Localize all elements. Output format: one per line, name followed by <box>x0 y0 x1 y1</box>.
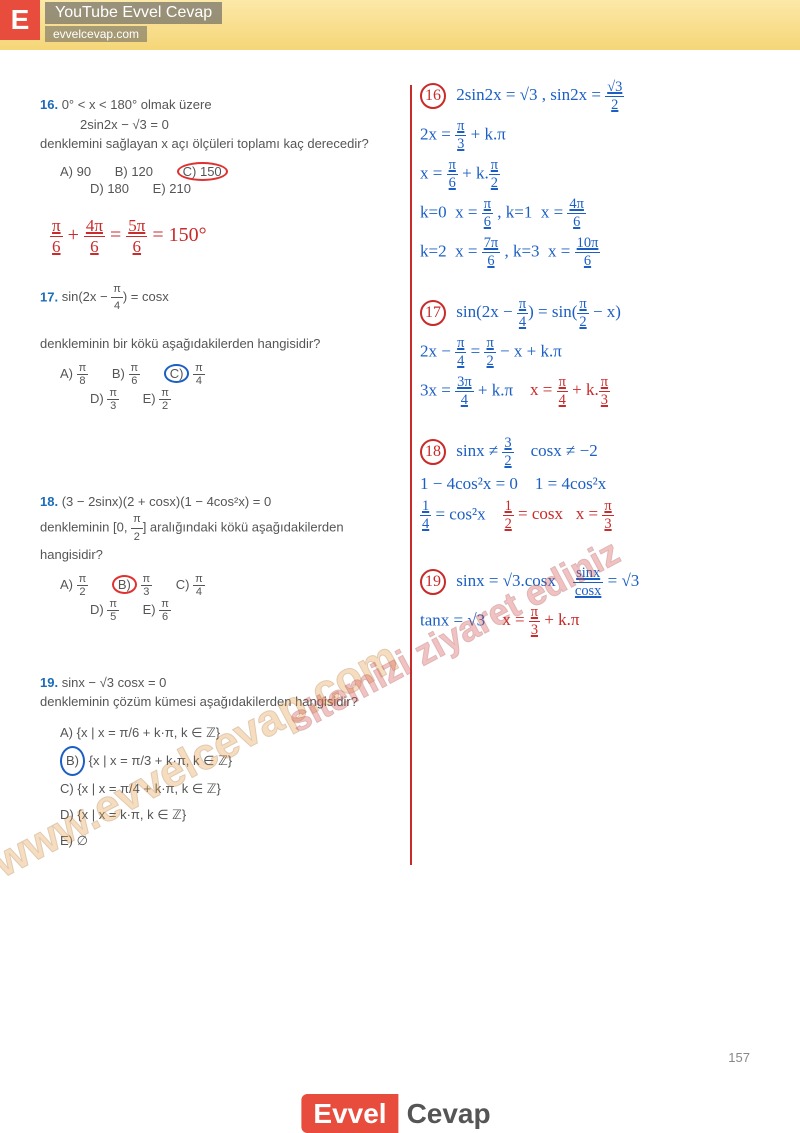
sol16-l2: 2x = π3 + k.π <box>420 118 790 153</box>
sol16-l1: 2sin2x = √3 , sin2x = √32 <box>456 85 624 104</box>
page-content: 16. 0° < x < 180° olmak üzere 2sin2x − √… <box>10 55 790 1080</box>
q18-options: A) π2 B) π3 C) π4 D) π5 E) π6 <box>60 573 400 623</box>
q17-opt-b: B) π6 <box>112 362 140 387</box>
question-19: 19. sinx − √3 cosx = 0 denkleminin çözüm… <box>40 673 400 712</box>
q16-opt-e: E) 210 <box>153 181 191 196</box>
q18-opt-e: E) π6 <box>143 598 171 623</box>
page-number: 157 <box>728 1050 750 1065</box>
q19-opt-e: E) ∅ <box>60 828 400 854</box>
q17-options: A) π8 B) π6 C) π4 D) π3 E) π2 <box>60 362 400 412</box>
divider-line <box>410 85 412 865</box>
q17-opt-c: C) π4 <box>164 362 205 387</box>
sol18-l1: sinx ≠ 32 cosx ≠ −2 <box>456 441 597 460</box>
logo-badge: E <box>0 0 40 40</box>
sol19-l1: sinx = √3.cosx sinxcosx = √3 <box>456 571 639 590</box>
q19-opt-d: D) {x | x = k·π, k ∈ ℤ} <box>60 802 400 828</box>
questions-column: 16. 0° < x < 180° olmak üzere 2sin2x − √… <box>40 95 400 874</box>
q16-opt-c-circled: C) 150 <box>177 162 228 181</box>
q18-opt-b: B) π3 <box>112 573 152 598</box>
q18-equation: (3 − 2sinx)(2 + cosx)(1 − 4cos²x) = 0 <box>62 494 272 509</box>
q19-equation: sinx − √3 cosx = 0 <box>62 675 167 690</box>
sol18-l3: 14 = cos²x 12 = cosx x = π3 <box>420 498 790 533</box>
footer-evvel: Evvel <box>301 1094 398 1133</box>
q16-options: A) 90 B) 120 C) 150 D) 180 E) 210 <box>60 162 400 196</box>
q16-opt-a: A) 90 <box>60 164 91 179</box>
q17-text: denkleminin bir kökü aşağıdakilerden han… <box>40 334 400 354</box>
sol16-l5: k=2 x = 7π6 , k=3 x = 10π6 <box>420 235 790 270</box>
q19-number: 19. <box>40 675 58 690</box>
question-16: 16. 0° < x < 180° olmak üzere 2sin2x − √… <box>40 95 400 154</box>
q18-text: denkleminin [0, π2] aralığındaki kökü aş… <box>40 511 400 565</box>
sol18-num: 18 <box>420 439 446 465</box>
sol-18: 18 sinx ≠ 32 cosx ≠ −2 <box>420 435 790 470</box>
q17-number: 17. <box>40 289 58 304</box>
solutions-column: 16 2sin2x = √3 , sin2x = √32 2x = π3 + k… <box>420 75 790 643</box>
sol16-l3: x = π6 + k.π2 <box>420 157 790 192</box>
q19-opt-a: A) {x | x = π/6 + k·π, k ∈ ℤ} <box>60 720 400 746</box>
sol16-num: 16 <box>420 83 446 109</box>
q17-opt-e: E) π2 <box>143 387 171 412</box>
q16-text: denklemini sağlayan x açı ölçüleri topla… <box>40 134 400 154</box>
q18-number: 18. <box>40 494 58 509</box>
q19-options: A) {x | x = π/6 + k·π, k ∈ ℤ} B) {x | x … <box>60 720 400 854</box>
q17-equation: sin(2x − π4) = cosx <box>62 289 169 304</box>
sol17-num: 17 <box>420 300 446 326</box>
sol16-l4: k=0 x = π6 , k=1 x = 4π6 <box>420 196 790 231</box>
q16-line1: 0° < x < 180° olmak üzere <box>62 97 212 112</box>
q17-opt-d: D) π3 <box>90 387 119 412</box>
q16-handwork: π6 + 4π6 = 5π6 = 150° <box>50 216 400 257</box>
q19-opt-b: B) {x | x = π/3 + k·π, k ∈ ℤ} <box>60 746 400 776</box>
q18-opt-a: A) π2 <box>60 573 88 598</box>
sol-19: 19 sinx = √3.cosx sinxcosx = √3 <box>420 565 790 600</box>
question-18: 18. (3 − 2sinx)(2 + cosx)(1 − 4cos²x) = … <box>40 492 400 565</box>
sol18-l2: 1 − 4cos²x = 0 1 = 4cos²x <box>420 474 790 494</box>
sol-16: 16 2sin2x = √3 , sin2x = √32 <box>420 79 790 114</box>
question-17: 17. sin(2x − π4) = cosx denkleminin bir … <box>40 281 400 354</box>
sol19-l2: tanx = √3 x = π3 + k.π <box>420 604 790 639</box>
q17-opt-a: A) π8 <box>60 362 88 387</box>
q19-text: denkleminin çözüm kümesi aşağıdakilerden… <box>40 692 400 712</box>
q16-equation: 2sin2x − √3 = 0 <box>80 115 400 135</box>
sol17-l2: 2x − π4 = π2 − x + k.π <box>420 335 790 370</box>
sol17-l3: 3x = 3π4 + k.π x = π4 + k.π3 <box>420 374 790 409</box>
q16-opt-b: B) 120 <box>115 164 153 179</box>
q18-opt-c: C) π4 <box>176 573 205 598</box>
sol-17: 17 sin(2x − π4) = sin(π2 − x) <box>420 296 790 331</box>
footer-cevap: Cevap <box>399 1094 499 1133</box>
footer-logo: EvvelCevap <box>301 1098 498 1130</box>
q16-opt-d: D) 180 <box>90 181 129 196</box>
q16-number: 16. <box>40 97 58 112</box>
header-url: evvelcevap.com <box>45 26 147 42</box>
header-title: YouTube Evvel Cevap <box>45 2 222 24</box>
q18-opt-d: D) π5 <box>90 598 119 623</box>
sol19-num: 19 <box>420 569 446 595</box>
sol17-l1: sin(2x − π4) = sin(π2 − x) <box>456 302 621 321</box>
q19-opt-c: C) {x | x = π/4 + k·π, k ∈ ℤ} <box>60 776 400 802</box>
